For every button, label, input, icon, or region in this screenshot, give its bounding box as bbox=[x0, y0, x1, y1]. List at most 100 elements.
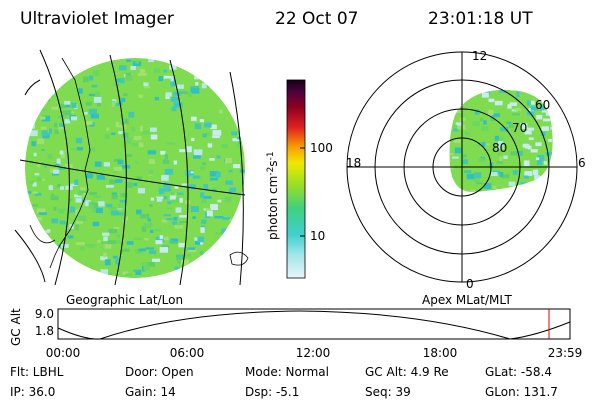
panel-label: Apex MLat/MLT bbox=[422, 293, 512, 307]
texture bbox=[67, 235, 74, 239]
texture bbox=[164, 153, 168, 160]
texture bbox=[59, 122, 65, 127]
texture bbox=[53, 206, 57, 211]
texture bbox=[74, 194, 82, 198]
texture bbox=[488, 109, 494, 116]
y-tick-label: 1.8 bbox=[35, 324, 54, 338]
texture bbox=[205, 78, 212, 83]
texture bbox=[162, 188, 171, 192]
texture bbox=[91, 84, 98, 88]
x-tick-label: 00:00 bbox=[46, 346, 81, 360]
texture bbox=[530, 193, 536, 195]
texture bbox=[457, 98, 465, 104]
texture bbox=[32, 204, 39, 207]
texture bbox=[148, 250, 157, 254]
texture bbox=[55, 163, 60, 167]
texture bbox=[457, 96, 466, 100]
texture bbox=[510, 89, 516, 91]
texture bbox=[25, 220, 34, 223]
texture bbox=[215, 171, 221, 178]
texture bbox=[170, 238, 179, 242]
texture bbox=[536, 181, 544, 186]
texture bbox=[188, 184, 196, 190]
texture bbox=[527, 127, 535, 131]
texture bbox=[163, 182, 171, 189]
texture bbox=[536, 160, 543, 166]
texture bbox=[453, 128, 460, 132]
texture bbox=[558, 129, 565, 134]
texture bbox=[54, 129, 59, 134]
texture bbox=[227, 264, 235, 270]
texture bbox=[78, 215, 87, 221]
texture bbox=[524, 183, 532, 187]
info-field: Dsp: -5.1 bbox=[245, 385, 299, 399]
texture bbox=[169, 64, 177, 70]
texture bbox=[126, 241, 134, 245]
texture bbox=[75, 209, 80, 216]
texture bbox=[218, 89, 226, 93]
texture bbox=[186, 146, 192, 153]
texture bbox=[143, 82, 149, 87]
texture bbox=[125, 72, 132, 76]
texture bbox=[149, 203, 153, 208]
texture bbox=[25, 119, 32, 123]
texture bbox=[453, 185, 457, 192]
texture bbox=[555, 155, 563, 158]
texture bbox=[100, 256, 108, 261]
texture bbox=[188, 92, 192, 98]
texture bbox=[162, 159, 170, 164]
info-field: Flt: LBHL bbox=[10, 365, 64, 379]
texture bbox=[461, 159, 468, 165]
texture bbox=[110, 207, 117, 211]
texture bbox=[49, 86, 54, 90]
texture bbox=[143, 222, 153, 229]
texture bbox=[104, 259, 111, 266]
texture bbox=[474, 177, 480, 182]
texture bbox=[47, 153, 53, 160]
texture bbox=[192, 66, 197, 71]
texture bbox=[126, 59, 132, 62]
texture bbox=[453, 124, 458, 128]
texture bbox=[51, 218, 59, 224]
texture bbox=[56, 183, 62, 188]
texture bbox=[549, 112, 553, 117]
texture bbox=[450, 153, 454, 156]
texture bbox=[143, 265, 151, 271]
texture bbox=[216, 155, 221, 159]
texture bbox=[148, 169, 154, 175]
texture bbox=[210, 124, 217, 130]
texture bbox=[457, 124, 466, 130]
texture bbox=[211, 188, 217, 192]
texture bbox=[238, 91, 243, 98]
texture bbox=[166, 142, 176, 145]
texture bbox=[465, 132, 470, 136]
texture bbox=[150, 127, 157, 132]
texture bbox=[550, 169, 553, 173]
texture bbox=[178, 242, 185, 248]
texture bbox=[476, 90, 483, 93]
texture bbox=[188, 248, 197, 253]
texture bbox=[500, 146, 504, 150]
texture bbox=[497, 140, 503, 146]
texture bbox=[29, 261, 38, 266]
texture bbox=[494, 100, 503, 106]
texture bbox=[223, 99, 231, 103]
mlat-label: 80 bbox=[492, 141, 507, 155]
texture bbox=[141, 226, 147, 232]
texture bbox=[201, 162, 207, 166]
texture bbox=[69, 206, 76, 213]
texture bbox=[75, 198, 82, 203]
texture bbox=[135, 161, 139, 164]
texture bbox=[124, 137, 132, 144]
texture bbox=[177, 192, 184, 195]
texture bbox=[147, 218, 151, 222]
texture bbox=[59, 150, 64, 155]
texture bbox=[106, 127, 110, 131]
texture bbox=[492, 113, 500, 118]
texture bbox=[503, 155, 508, 160]
colorbar-tick-label: 10 bbox=[310, 229, 325, 243]
texture bbox=[219, 89, 229, 96]
mlt-label: 6 bbox=[578, 156, 586, 170]
texture bbox=[556, 157, 561, 161]
texture bbox=[60, 186, 64, 190]
